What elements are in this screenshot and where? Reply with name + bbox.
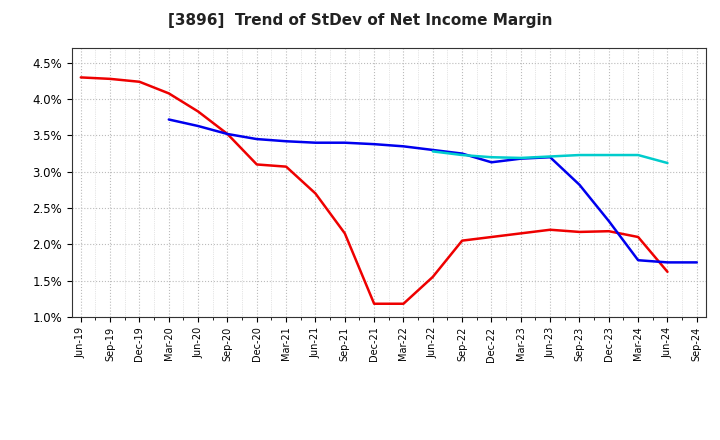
3 Years <box>458 238 467 243</box>
5 Years <box>634 257 642 263</box>
5 Years <box>428 147 437 153</box>
3 Years <box>663 269 672 275</box>
3 Years <box>223 132 232 137</box>
Legend: 3 Years, 5 Years, 7 Years, 10 Years: 3 Years, 5 Years, 7 Years, 10 Years <box>204 436 573 440</box>
3 Years <box>341 231 349 236</box>
Line: 5 Years: 5 Years <box>168 120 697 262</box>
3 Years <box>76 75 85 80</box>
3 Years <box>194 109 202 114</box>
7 Years <box>428 149 437 154</box>
5 Years <box>458 151 467 156</box>
3 Years <box>106 76 114 81</box>
3 Years <box>370 301 379 306</box>
5 Years <box>663 260 672 265</box>
3 Years <box>282 164 290 169</box>
Text: [3896]  Trend of StDev of Net Income Margin: [3896] Trend of StDev of Net Income Marg… <box>168 13 552 28</box>
5 Years <box>370 142 379 147</box>
3 Years <box>311 191 320 196</box>
3 Years <box>253 162 261 167</box>
7 Years <box>546 154 554 159</box>
5 Years <box>605 218 613 224</box>
7 Years <box>663 160 672 165</box>
7 Years <box>634 152 642 158</box>
5 Years <box>164 117 173 122</box>
3 Years <box>399 301 408 306</box>
5 Years <box>546 154 554 160</box>
3 Years <box>428 274 437 279</box>
5 Years <box>575 182 584 187</box>
5 Years <box>194 123 202 128</box>
5 Years <box>399 144 408 149</box>
3 Years <box>135 79 144 84</box>
3 Years <box>575 229 584 235</box>
7 Years <box>575 152 584 158</box>
5 Years <box>311 140 320 145</box>
5 Years <box>487 160 496 165</box>
3 Years <box>164 91 173 96</box>
Line: 3 Years: 3 Years <box>81 77 667 304</box>
5 Years <box>341 140 349 145</box>
5 Years <box>253 136 261 142</box>
3 Years <box>634 235 642 240</box>
5 Years <box>693 260 701 265</box>
7 Years <box>516 155 525 161</box>
3 Years <box>487 235 496 240</box>
5 Years <box>223 132 232 137</box>
7 Years <box>487 154 496 160</box>
5 Years <box>282 139 290 144</box>
3 Years <box>516 231 525 236</box>
7 Years <box>458 152 467 158</box>
3 Years <box>546 227 554 232</box>
3 Years <box>605 228 613 234</box>
Line: 7 Years: 7 Years <box>433 151 667 163</box>
5 Years <box>516 156 525 161</box>
7 Years <box>605 152 613 158</box>
